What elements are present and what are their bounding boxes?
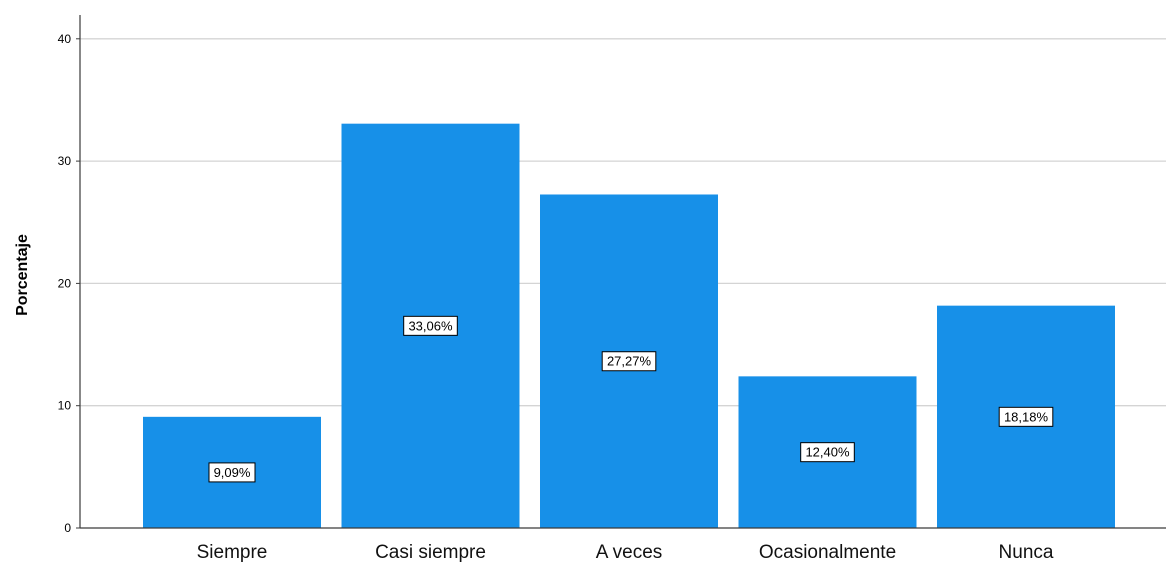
data-labels: 9,09% 33,06% 27,27% 12,40% 18,18% [208,315,1054,483]
data-label: 12,40% [805,445,850,460]
y-tick-label: 20 [58,276,72,290]
data-label: 33,06% [408,318,453,333]
y-tick-label: 30 [58,154,72,168]
y-tick-labels: 0 10 20 30 40 [58,32,80,535]
data-label-box [208,462,256,483]
data-label-box [998,406,1054,427]
y-axis-title: Porcentaje [14,234,31,316]
data-label: 18,18% [1004,409,1049,424]
y-tick-label: 0 [64,521,71,535]
data-label-box [403,315,458,336]
x-category-label: Nunca [999,542,1054,562]
x-category-label: A veces [596,542,663,562]
x-category-label: Ocasionalmente [759,542,896,562]
data-label-box [601,351,657,372]
data-label-box [800,442,855,463]
axes [79,15,1166,529]
y-tick-label: 40 [58,32,72,46]
x-category-label: Siempre [197,542,268,562]
x-category-label: Casi siempre [375,542,486,562]
y-tick-label: 10 [58,399,72,413]
bars [143,123,1115,528]
data-label: 27,27% [607,354,652,369]
x-category-labels: Siempre Casi siempre A veces Ocasionalmente… [197,542,1054,562]
data-label: 9,09% [214,465,251,480]
